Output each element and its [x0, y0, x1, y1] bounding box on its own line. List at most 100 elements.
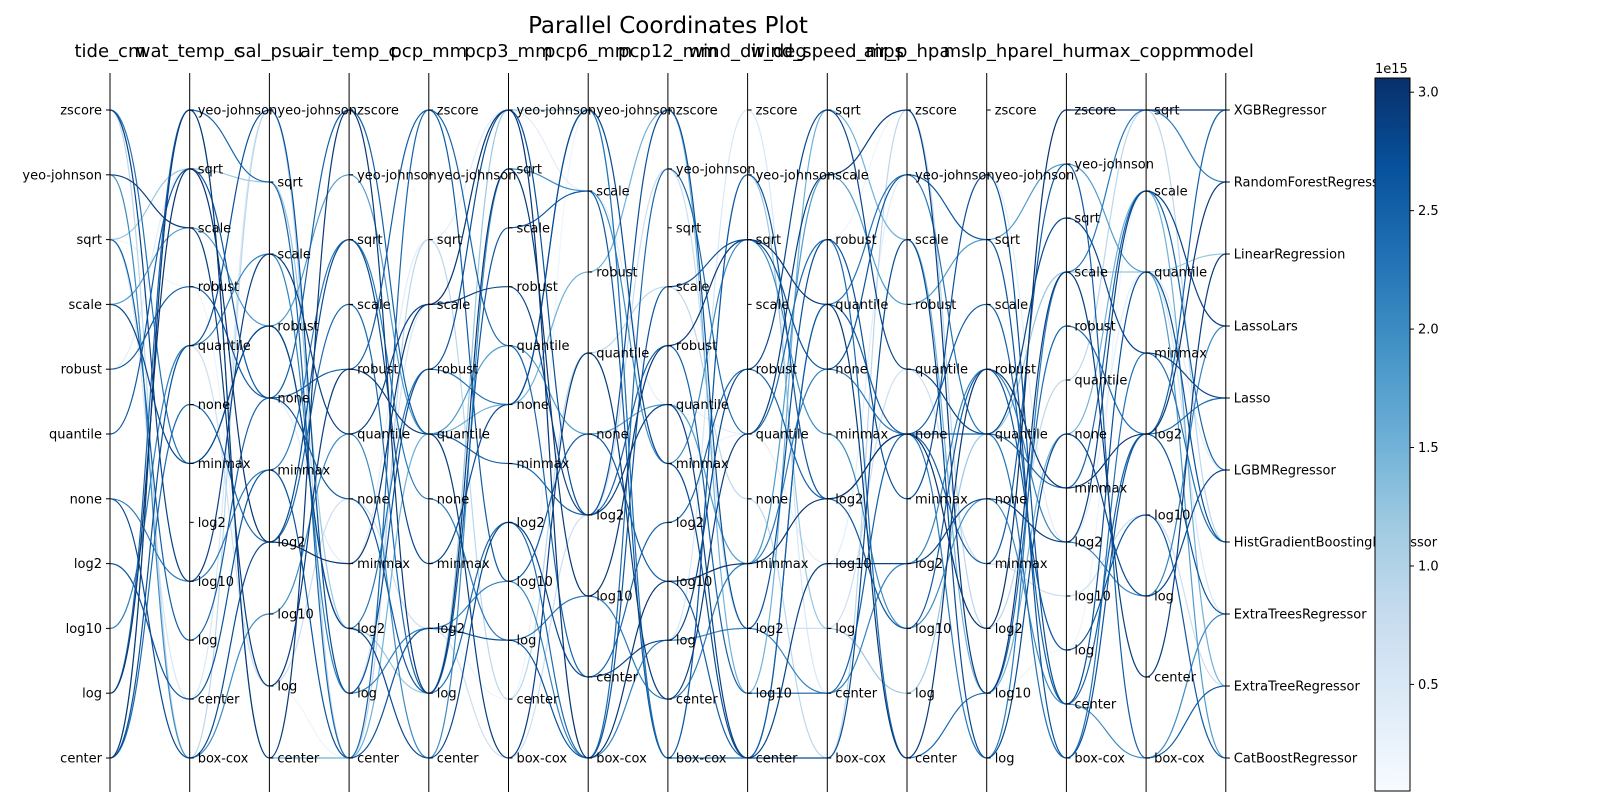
axis-pcp3_mm: pcp3_mm box-cox center log log10 log2 minmax no…: [464, 41, 596, 792]
tick-label: yeo-johnson: [915, 168, 995, 183]
tick-label: quantile: [437, 428, 490, 443]
tick-label: sqrt: [676, 221, 701, 236]
tick-label: log2: [357, 622, 385, 637]
tick-label: robust: [277, 320, 318, 335]
axis-title: max_coppm: [1091, 41, 1201, 62]
tick-label: quantile: [596, 347, 649, 362]
tick-label: minmax: [995, 557, 1048, 572]
tick-label: zscore: [995, 104, 1037, 119]
tick-label: log10: [1154, 509, 1190, 524]
tick-label: yeo-johnson: [198, 104, 278, 119]
axis-max_coppm: max_coppm box-cox center log log10 log2 minmax…: [1091, 41, 1207, 792]
tick-label: center: [198, 693, 240, 708]
axis-title: wat_temp_c: [136, 41, 244, 62]
tick-label: robust: [995, 363, 1036, 378]
colorbar-tick-label: 1.5: [1418, 441, 1439, 456]
tick-label: sqrt: [835, 104, 860, 119]
tick-label: robust: [756, 363, 797, 378]
tick-label: scale: [995, 298, 1028, 313]
axis-rel_hum: rel_hum box-cox center log log10 log2 minmax no…: [1030, 41, 1154, 792]
tick-label: log2: [1074, 536, 1102, 551]
tick-label: yeo-johnson: [22, 168, 102, 183]
tick-label: yeo-johnson: [676, 162, 756, 177]
tick-label: none: [596, 428, 628, 443]
tick-label: quantile: [756, 428, 809, 443]
tick-label: sqrt: [1154, 104, 1179, 119]
colorbar-offset-text: 1e15: [1375, 62, 1408, 77]
tick-label: yeo-johnson: [1074, 158, 1154, 173]
tick-label: log2: [74, 557, 102, 572]
tick-label: quantile: [198, 339, 251, 354]
series-line: [109, 109, 1226, 759]
colorbar-tick-label: 1.0: [1418, 559, 1439, 574]
series-line: [109, 109, 1226, 759]
tick-label: log10: [676, 575, 712, 590]
tick-label: log: [82, 687, 102, 702]
tick-label: none: [517, 398, 549, 413]
tick-label: robust: [357, 363, 398, 378]
tick-label: none: [1074, 428, 1106, 443]
tick-label: minmax: [357, 557, 410, 572]
tick-label: yeo-johnson: [277, 104, 357, 119]
tick-label: Lasso: [1234, 392, 1271, 407]
chart-title: Parallel Coordinates Plot: [528, 13, 808, 39]
tick-label: minmax: [517, 457, 570, 472]
tick-label: minmax: [1154, 347, 1207, 362]
colorbar: 0.5 1.0 1.5 2.0 2.5 3.0 1e15: [1374, 62, 1439, 792]
tick-label: log2: [835, 492, 863, 507]
series-line: [109, 168, 1226, 759]
series-line: [109, 109, 1226, 759]
series-lines: [109, 109, 1226, 759]
tick-label: none: [437, 492, 469, 507]
colorbar-gradient: [1374, 77, 1411, 792]
tick-label: box-cox: [198, 752, 249, 767]
tick-label: none: [756, 492, 788, 507]
tick-label: log: [357, 687, 377, 702]
tick-label: box-cox: [596, 752, 647, 767]
series-line: [109, 109, 1226, 759]
colorbar-tick-label: 2.5: [1418, 204, 1439, 219]
tick-label: log10: [835, 557, 871, 572]
series-line: [109, 109, 1226, 759]
axis-title: pcp_mm: [390, 41, 467, 62]
tick-label: center: [277, 752, 319, 767]
tick-label: box-cox: [1074, 752, 1125, 767]
tick-label: log10: [277, 608, 313, 623]
tick-label: scale: [676, 280, 710, 295]
tick-label: LGBMRegressor: [1234, 464, 1337, 479]
axis-pcp12_mm: pcp12_mm box-cox center log log10 log2 minmax q…: [618, 41, 755, 792]
tick-label: box-cox: [517, 752, 568, 767]
tick-label: log2: [198, 516, 226, 531]
tick-label: center: [1074, 698, 1116, 713]
tick-label: robust: [596, 266, 637, 281]
tick-label: sqrt: [357, 233, 382, 248]
tick-label: log: [835, 622, 855, 637]
tick-label: quantile: [1154, 266, 1207, 281]
tick-label: quantile: [49, 428, 102, 443]
tick-label: center: [915, 752, 957, 767]
tick-label: center: [357, 752, 399, 767]
axis-title: pcp12_mm: [618, 41, 718, 62]
tick-label: center: [437, 752, 479, 767]
tick-label: none: [357, 492, 389, 507]
tick-label: scale: [517, 221, 551, 236]
tick-label: center: [676, 693, 718, 708]
tick-label: minmax: [437, 557, 490, 572]
tick-label: log: [198, 634, 218, 649]
tick-label: log10: [66, 622, 102, 637]
tick-label: minmax: [277, 464, 330, 479]
tick-label: scale: [835, 168, 869, 183]
tick-label: log2: [596, 509, 624, 524]
tick-label: robust: [517, 280, 558, 295]
tick-label: minmax: [756, 557, 809, 572]
tick-label: log: [1074, 644, 1094, 659]
axis-wat_temp_c: wat_temp_c box-cox center log log10 log2 minma…: [136, 41, 278, 792]
tick-label: log2: [995, 622, 1023, 637]
tick-label: sqrt: [756, 233, 781, 248]
tick-label: RandomForestRegressor: [1234, 176, 1393, 191]
axis-title: air_p_hpa: [864, 41, 951, 62]
